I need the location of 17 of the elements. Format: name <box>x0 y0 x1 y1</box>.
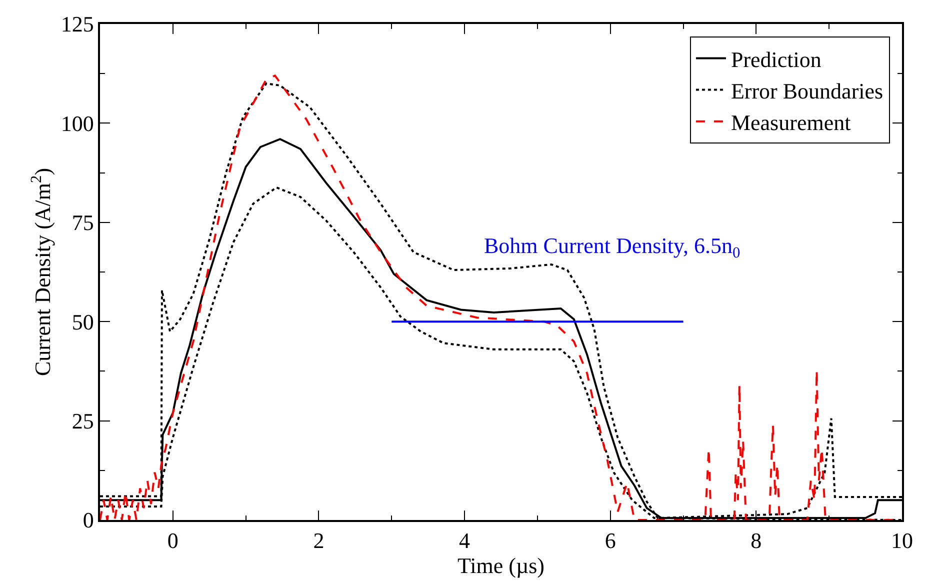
legend-label: Measurement <box>730 110 851 135</box>
y-tick-label: 75 <box>72 210 94 236</box>
y-tick-label: 25 <box>72 408 94 434</box>
y-tick-label: 125 <box>60 12 94 37</box>
x-tick-label: 10 <box>891 528 913 554</box>
x-tick-label: 0 <box>167 528 178 554</box>
x-tick-label: 8 <box>750 528 762 554</box>
x-tick-label: 2 <box>313 528 324 554</box>
annotation: Bohm Current Density, 6.5n$_{0}$ <box>484 233 740 262</box>
y-tick-label: 50 <box>72 309 94 334</box>
x-axis-title: Time (µs) <box>457 553 545 578</box>
legend-label: Error Boundaries <box>730 78 884 104</box>
y-tick-label: 100 <box>60 110 94 136</box>
y-tick-label: 0 <box>82 508 94 533</box>
legend-label: Prediction <box>730 46 822 72</box>
x-tick-label: 6 <box>604 528 616 554</box>
x-tick-label: 4 <box>459 528 470 554</box>
